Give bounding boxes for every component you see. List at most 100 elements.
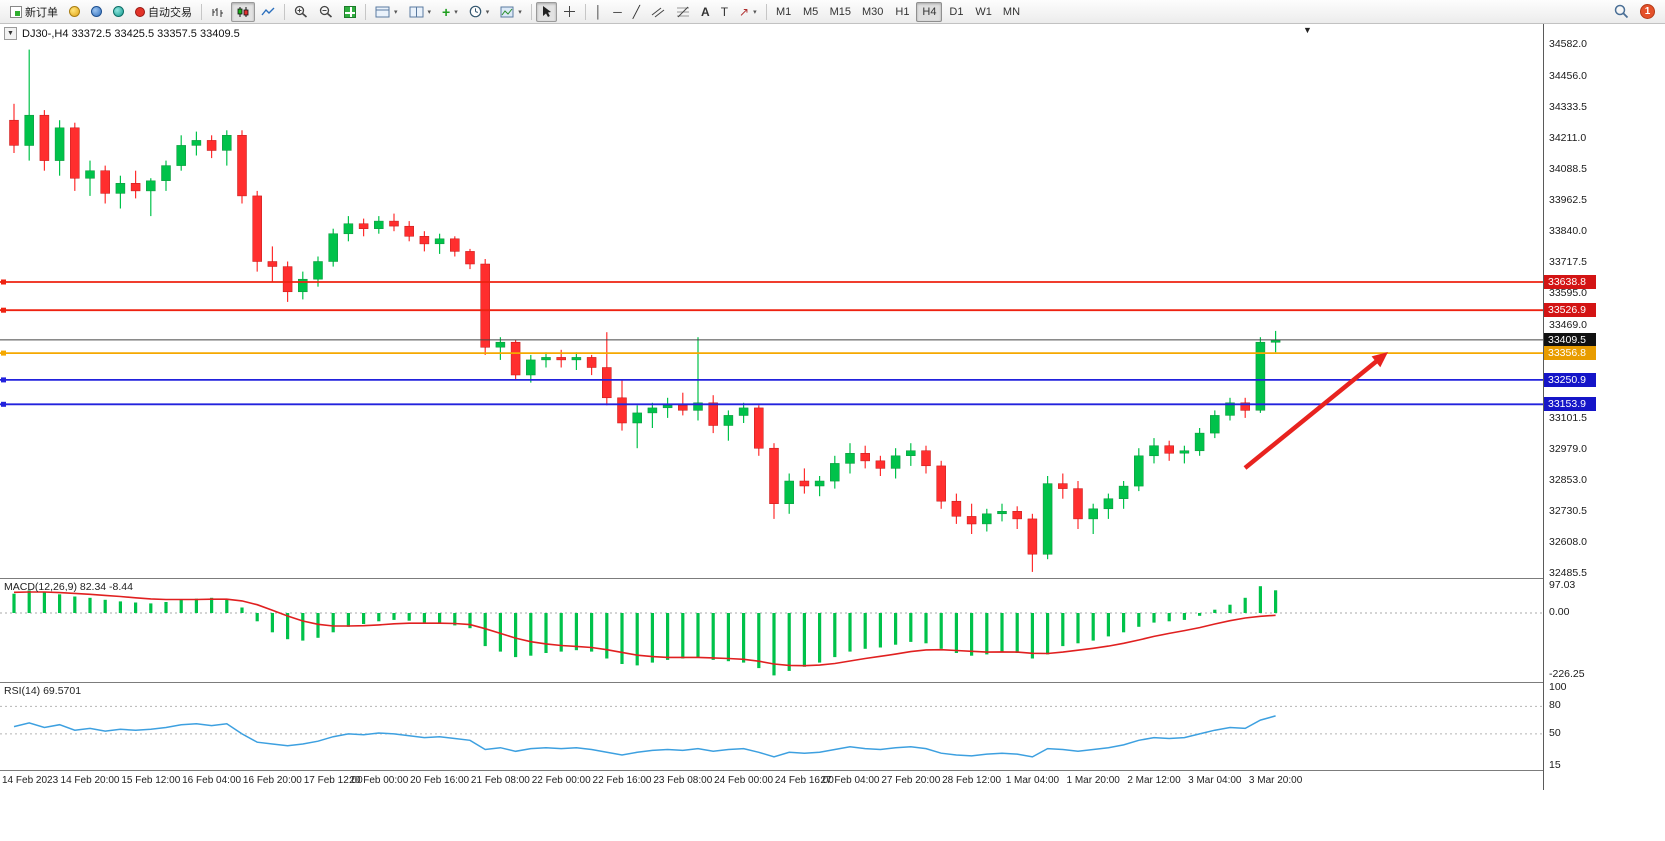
text-tool[interactable]: A [696, 2, 715, 22]
price-level-badge: 33638.8 [1544, 275, 1596, 289]
timeframe-m1[interactable]: M1 [771, 2, 797, 22]
time-axis-label: 22 Feb 00:00 [531, 775, 591, 786]
timeframe-label: D1 [949, 5, 964, 18]
toolbar-separator [284, 3, 285, 20]
timeframe-label: H1 [895, 5, 910, 18]
price-axis-label: 33595.0 [1549, 287, 1587, 299]
price-axis-label: 33717.5 [1549, 256, 1587, 269]
price-axis-label: 34333.5 [1549, 100, 1587, 113]
time-axis-label: 28 Feb 12:00 [942, 775, 1002, 786]
chevron-down-icon: ▾ [753, 8, 757, 16]
cursor-icon [542, 6, 551, 17]
label-tool[interactable]: T [716, 2, 733, 22]
timeframe-label: W1 [975, 5, 992, 18]
new-order-button[interactable]: 新订单 [5, 2, 63, 22]
crosshair-tool-button[interactable] [558, 2, 581, 22]
horizontal-line-tool[interactable]: ─ [608, 2, 627, 22]
time-axis-label: 3 Mar 04:00 [1188, 775, 1242, 786]
bar-chart-icon [212, 7, 223, 17]
community-button[interactable] [86, 2, 107, 22]
periods-button[interactable]: ▾ [464, 2, 495, 22]
toolbar-separator [584, 3, 586, 20]
deposit-button[interactable] [64, 2, 85, 22]
tile-windows-icon [344, 5, 356, 18]
text-icon: A [701, 4, 710, 19]
zoom-out-button[interactable] [314, 2, 338, 22]
chart-template-icon [500, 6, 514, 17]
macd-axis-label: -226.25 [1549, 668, 1585, 681]
price-axis-label: 32853.0 [1549, 474, 1587, 487]
time-axis-label: 17 Feb 12:00 [303, 775, 363, 786]
periods-clock-icon [469, 5, 482, 18]
scroll-to-end-marker[interactable]: ▼ [1303, 25, 1312, 35]
time-axis[interactable]: 14 Feb 2023 14 Feb 20:00 15 Feb 12:00 16 Fe… [0, 770, 1543, 790]
notifications-button[interactable]: 1 [1635, 2, 1660, 22]
bar-chart-button[interactable] [206, 2, 230, 22]
add-indicator-button[interactable]: + ▾ [437, 2, 463, 22]
fibonacci-icon [677, 6, 690, 17]
main-chart-pane[interactable]: ▼ DJ30-,H4 33372.5 33425.5 33357.5 33409… [0, 24, 1543, 578]
one-click-trading-expander[interactable]: ▼ [4, 27, 17, 40]
search-button[interactable] [1609, 2, 1634, 22]
timeframe-w1[interactable]: W1 [970, 2, 997, 22]
crosshair-icon [563, 6, 575, 17]
macd-label: MACD(12,26,9) 82.34 -8.44 [4, 581, 133, 593]
rsi-chart-canvas[interactable] [0, 683, 1543, 770]
time-axis-label: 27 Feb 04:00 [820, 775, 880, 786]
price-axis-label: 33840.0 [1549, 225, 1587, 238]
timeframe-label: H4 [922, 5, 937, 18]
price-axis[interactable]: 34582.0 34456.0 34333.5 34211.0 34088.5 33962… [1543, 24, 1665, 790]
vertical-line-tool[interactable]: │ [590, 2, 608, 22]
window-layout-button-1[interactable]: ▾ [370, 2, 403, 22]
chart-template-button[interactable]: ▾ [495, 2, 527, 22]
price-axis-label: 34088.5 [1549, 162, 1587, 175]
new-order-label: 新订单 [25, 6, 58, 19]
time-axis-label: 21 Feb 08:00 [470, 775, 530, 786]
time-axis-label: 24 Feb 16:00 [774, 775, 834, 786]
timeframe-m5[interactable]: M5 [798, 2, 824, 22]
time-axis-label: 15 Feb 12:00 [121, 775, 181, 786]
macd-panel[interactable]: MACD(12,26,9) 82.34 -8.44 [0, 578, 1543, 682]
globe-icon [113, 6, 124, 17]
arrow-object-icon: ↗ [739, 4, 750, 19]
chart-title: DJ30-,H4 33372.5 33425.5 33357.5 33409.5 [22, 27, 240, 40]
macd-chart-canvas[interactable] [0, 579, 1543, 682]
fibonacci-tool[interactable] [671, 2, 695, 22]
web-terminal-button[interactable] [108, 2, 129, 22]
price-axis-label: 32485.5 [1549, 567, 1587, 579]
chevron-down-icon: ▾ [454, 8, 458, 16]
timeframe-h1[interactable]: H1 [889, 2, 915, 22]
objects-dropdown-button[interactable]: ↗ ▾ [734, 2, 762, 22]
rsi-panel[interactable]: RSI(14) 69.5701 [0, 682, 1543, 770]
line-chart-icon [261, 7, 275, 15]
auto-trading-button[interactable]: 自动交易 [130, 2, 197, 22]
macd-axis-label: 97.03 [1549, 579, 1576, 592]
time-axis-label: 2 Mar 12:00 [1127, 775, 1181, 786]
time-axis-label: 14 Feb 20:00 [60, 775, 120, 786]
chevron-down-icon: ▾ [485, 8, 490, 16]
window-layout-button-2[interactable]: ▾ [404, 2, 437, 22]
toolbar-separator [530, 3, 532, 20]
time-axis-label: 22 Feb 16:00 [592, 775, 652, 786]
chevron-down-icon: ▾ [427, 8, 432, 16]
timeframe-m30[interactable]: M30 [857, 2, 888, 22]
person-icon [91, 6, 102, 17]
timeframe-mn[interactable]: MN [998, 2, 1025, 22]
cursor-tool-button[interactable] [535, 1, 557, 22]
candlestick-chart-canvas[interactable] [0, 24, 1543, 578]
timeframe-m15[interactable]: M15 [825, 2, 856, 22]
trendline-tool[interactable]: ╱ [628, 2, 645, 22]
search-icon [1614, 4, 1629, 19]
time-axis-label: 20 Feb 16:00 [410, 775, 470, 786]
price-axis-label: 34211.0 [1549, 131, 1587, 144]
timeframe-h4[interactable]: H4 [916, 1, 943, 22]
channel-tool[interactable] [646, 2, 670, 22]
auto-trading-icon [135, 6, 145, 17]
line-chart-button[interactable] [256, 2, 280, 22]
zoom-in-button[interactable] [289, 2, 313, 22]
timeframe-label: M15 [829, 5, 852, 18]
tile-windows-button[interactable] [339, 2, 361, 22]
candlestick-chart-button[interactable] [231, 1, 255, 22]
timeframe-d1[interactable]: D1 [943, 2, 969, 22]
add-indicator-icon: + [442, 3, 451, 20]
